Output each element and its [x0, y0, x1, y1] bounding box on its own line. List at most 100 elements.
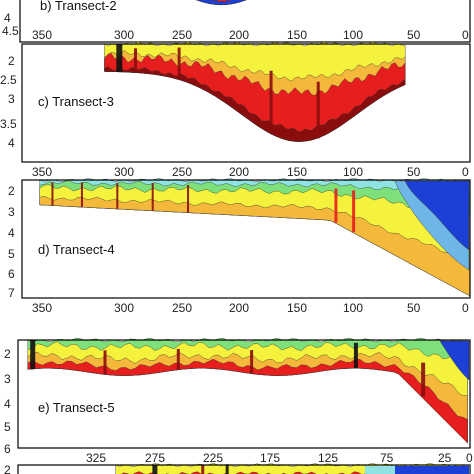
- panel-transect-5: e) Transect-5 2 3 4 5 6 325 275 225 175 …: [4, 337, 473, 465]
- transect-4-ytick-2: 4: [8, 226, 15, 240]
- transect-2-contour-field: [196, 0, 247, 5]
- transect-3-ytick-0: 2: [8, 54, 15, 68]
- transect-5-contour-field: [27, 337, 470, 444]
- transect-4-xtick-2: 250: [172, 301, 192, 315]
- transect-4-frame: [21, 179, 471, 299]
- transect-5-ytick-4: 6: [4, 442, 11, 456]
- transect-5-xtick-5: 75: [380, 451, 394, 465]
- transect-3-ytick-4: 4: [8, 136, 15, 150]
- cyan-region: [365, 466, 395, 474]
- streak-6: [352, 190, 356, 233]
- contour-band-3: [104, 66, 406, 142]
- transect-5-ytick-0: 2: [4, 347, 11, 361]
- transect-4-xtick-5: 100: [343, 301, 363, 315]
- transect-3-frame: [21, 43, 471, 163]
- transect-3-xtick-7: 0: [462, 165, 469, 179]
- streak-2: [176, 348, 180, 370]
- transect-3-xtick-4: 150: [287, 165, 307, 179]
- transect-4-ytick-1: 3: [8, 205, 15, 219]
- contour-band-3: [196, 0, 247, 5]
- transect-4-ytick-3: 5: [8, 247, 15, 261]
- transect-5-xtick-3: 175: [260, 451, 280, 465]
- transect-4-xtick-1: 300: [114, 301, 134, 315]
- transect-4-ytick-0: 2: [8, 184, 15, 198]
- streak-5: [334, 188, 338, 223]
- streak-1: [201, 465, 205, 474]
- transect-2-xticks: 350 300 250 200 150 100 50 0: [32, 28, 469, 42]
- transect-4-xtick-7: 0: [462, 301, 469, 315]
- transect-5-label: e) Transect-5: [38, 400, 115, 415]
- transect-2-label: b) Transect-2: [40, 0, 117, 13]
- streak-2: [177, 47, 181, 80]
- transect-3-ytick-2: 3: [8, 92, 15, 106]
- streak-2: [116, 182, 119, 209]
- transect-5-ytick-3: 5: [4, 420, 11, 434]
- transect-2-xtick-1: 300: [114, 28, 134, 42]
- transect-5-xtick-6: 25: [438, 451, 452, 465]
- deep-blue-region: [395, 466, 469, 474]
- streak-0: [152, 465, 158, 474]
- transect-2-xtick-6: 50: [407, 28, 421, 42]
- panel-transect-3: c) Transect-3 2 2.5 3 3.5 4 350 300 250 …: [0, 41, 471, 179]
- transect-4-ytick-5: 7: [8, 286, 15, 300]
- transect-4-xtick-6: 50: [407, 301, 421, 315]
- transect-2-xtick-7: 0: [462, 28, 469, 42]
- streak-0: [116, 44, 123, 72]
- transect-5-xtick-2: 225: [203, 451, 223, 465]
- transect-4-xtick-4: 150: [287, 301, 307, 315]
- transect-3-contour-field: [104, 41, 406, 142]
- streak-1: [134, 48, 137, 73]
- transect-3-xtick-3: 200: [229, 165, 249, 179]
- transect-3-xtick-0: 350: [32, 165, 52, 179]
- transect-3-label: c) Transect-3: [38, 94, 114, 109]
- transect-4-xtick-3: 200: [229, 301, 249, 315]
- streak-4: [187, 184, 190, 213]
- transect-6-frame: [17, 464, 471, 474]
- transect-5-xtick-0: 325: [86, 451, 106, 465]
- transect-4-label: d) Transect-4: [38, 242, 115, 257]
- streak-0: [30, 340, 36, 370]
- transect-5-xticks: 325 275 225 175 125 75 25 0: [86, 451, 473, 465]
- transect-2-xtick-3: 200: [229, 28, 249, 42]
- transect-2-xtick-2: 250: [172, 28, 192, 42]
- transect-5-frame: [17, 339, 471, 449]
- transect-3-ytick-3: 3.5: [0, 117, 17, 131]
- transect-5-xtick-4: 125: [318, 451, 338, 465]
- streak-4: [353, 342, 358, 369]
- transect-2-xtick-0: 350: [32, 28, 52, 42]
- streak-3: [151, 183, 154, 211]
- panel-transect-2: b) Transect-2 4 4.5 350 300 250 200 150 …: [2, 0, 471, 43]
- transect-3-xtick-6: 50: [407, 165, 421, 179]
- transect-6-ytick-0: 2: [4, 463, 11, 474]
- deep-blue-region: [439, 340, 470, 381]
- streak-3: [269, 70, 273, 134]
- contour-band-3: [27, 358, 468, 444]
- panel-transect-4: d) Transect-4 2 3 4 5 6 7 350 300 250 20…: [8, 178, 471, 315]
- transect-3-xticks: 350 300 250 200 150 100 50 0: [32, 165, 469, 179]
- streak-1: [103, 350, 107, 375]
- streak-1: [80, 182, 83, 208]
- transect-3-xtick-1: 300: [114, 165, 134, 179]
- transect-2-xtick-4: 150: [287, 28, 307, 42]
- transect-2-ytick-0: 4: [4, 11, 11, 25]
- transect-2-frame: [19, 0, 471, 43]
- transect-5-ytick-1: 3: [4, 372, 11, 386]
- streak-0: [51, 182, 54, 206]
- transect-4-xtick-0: 350: [32, 301, 52, 315]
- transect-3-xtick-2: 250: [172, 165, 192, 179]
- panel-transect-6: 2: [4, 463, 471, 474]
- transect-3-ytick-1: 2.5: [0, 73, 17, 87]
- streak-5: [421, 362, 426, 397]
- transect-2-xtick-5: 100: [343, 28, 363, 42]
- transect-3-xtick-5: 100: [343, 165, 363, 179]
- light-blue-region: [394, 180, 470, 271]
- transect-2-ytick-1: 4.5: [2, 24, 19, 38]
- transect-5-xtick-7: 0: [466, 451, 473, 465]
- streak-2: [225, 465, 229, 474]
- transect-5-xtick-1: 275: [145, 451, 165, 465]
- transect-4-xticks: 350 300 250 200 150 100 50 0: [32, 301, 469, 315]
- transect-4-contour-field: [39, 178, 471, 297]
- transect-5-ytick-2: 4: [4, 397, 11, 411]
- streak-3: [250, 350, 254, 374]
